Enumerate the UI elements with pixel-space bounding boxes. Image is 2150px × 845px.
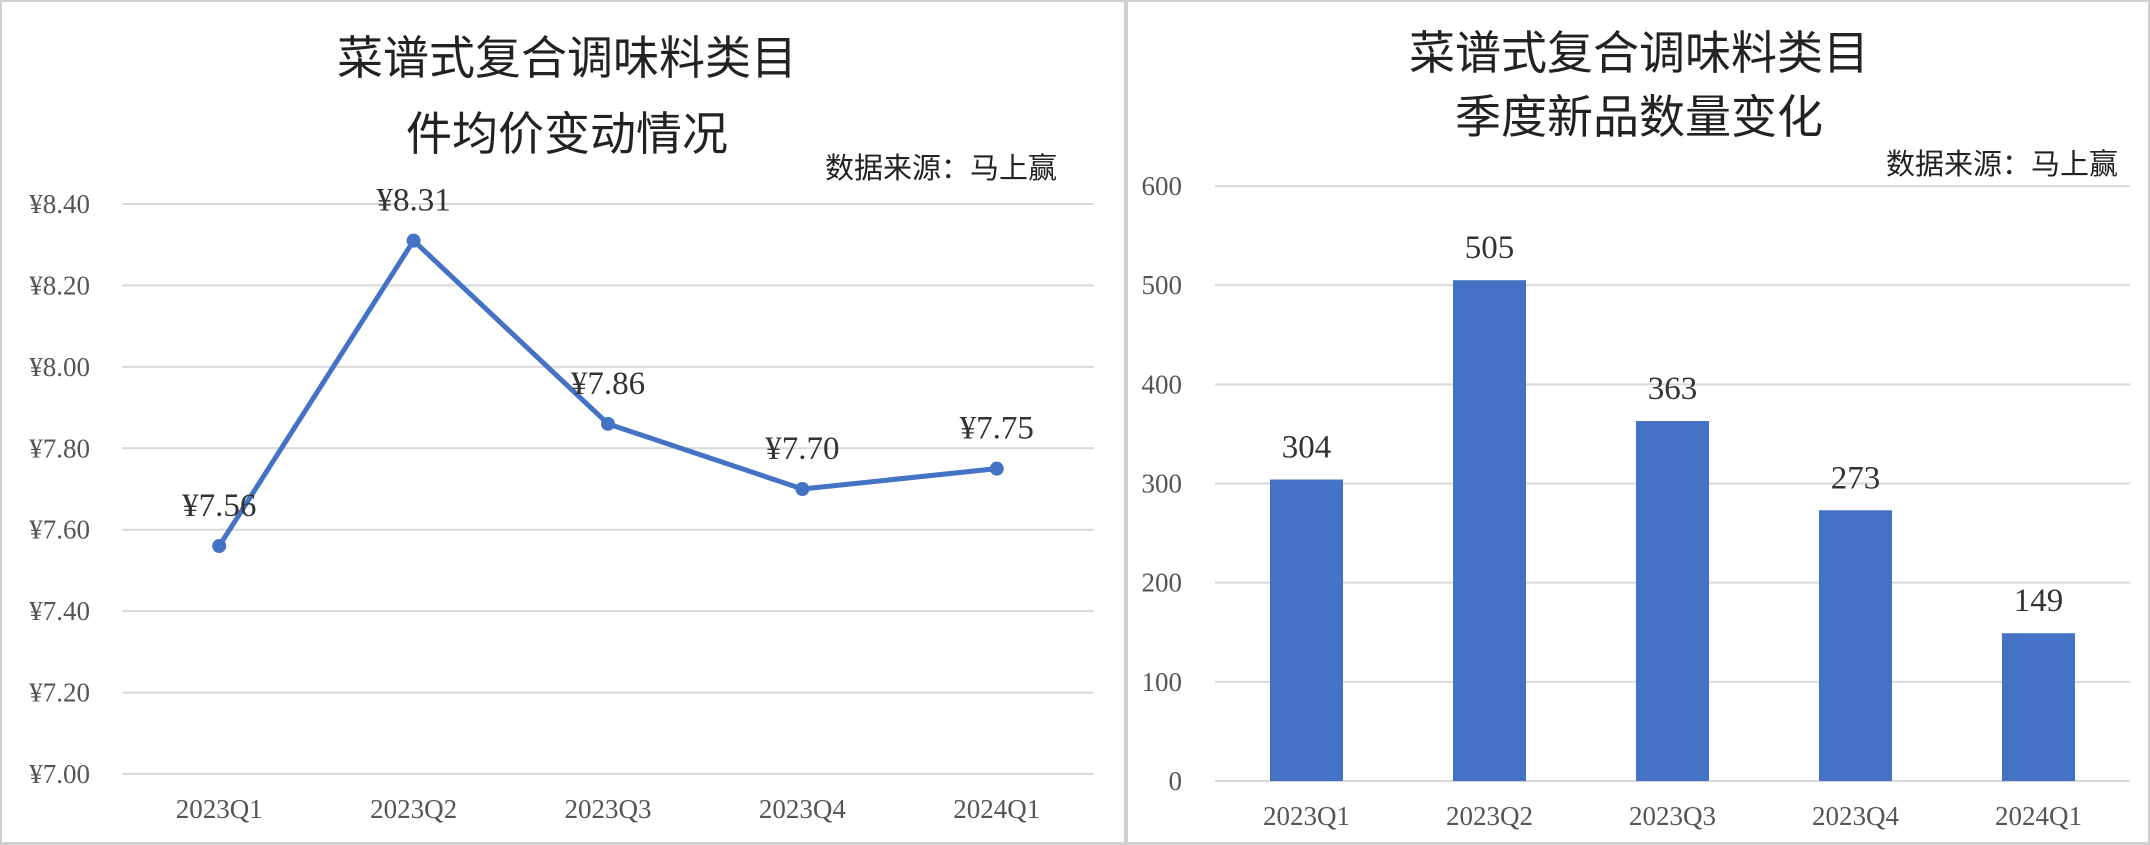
data-label: ¥7.86 [571,366,645,402]
data-label: ¥7.75 [960,411,1034,447]
y-tick-label: 0 [1169,766,1183,796]
bar [1636,421,1709,781]
y-tick-label: ¥8.20 [29,270,90,300]
data-label: 505 [1465,230,1515,266]
y-tick-label: 200 [1142,568,1183,598]
x-tick-label: 2024Q1 [1995,801,2082,831]
chart-title-line-1: 菜谱式复合调味料类目 [1409,26,1869,80]
data-label: 304 [1282,430,1332,466]
x-tick-label: 2023Q4 [1812,801,1899,831]
x-tick-label: 2023Q1 [1263,801,1350,831]
price-line-chart: 菜谱式复合调味料类目 件均价变动情况 数据来源：马上赢 ¥7.00 ¥7.20 ¥7… [29,31,1094,824]
bar [1819,510,1892,781]
price-chart-panel: 菜谱式复合调味料类目 件均价变动情况 数据来源：马上赢 ¥7.00 ¥7.20 ¥7… [2,2,1124,842]
y-tick-label: ¥7.20 [29,678,90,708]
data-label: 273 [1831,460,1881,496]
data-point [406,233,421,248]
y-tick-label: ¥7.40 [29,596,90,626]
y-tick-label: ¥7.60 [29,515,90,545]
data-point [212,539,227,553]
data-point [989,461,1004,476]
new-products-chart-panel: 菜谱式复合调味料类目 季度新品数量变化 数据来源：马上赢 0 100 200 300 4… [1128,2,2148,842]
data-label: 149 [2014,583,2064,619]
data-label: 363 [1648,371,1698,407]
bar [1453,280,1526,781]
y-tick-label: ¥7.00 [29,759,90,789]
y-tick-label: 400 [1142,369,1183,399]
bar [2002,633,2075,781]
data-source-note: 数据来源：马上赢 [1886,147,2118,181]
y-tick-label: 500 [1142,270,1183,300]
data-label: ¥8.31 [376,183,450,219]
y-tick-label: 100 [1142,667,1183,697]
x-tick-label: 2023Q2 [1446,801,1533,831]
data-source-note: 数据来源：马上赢 [825,151,1057,185]
y-tick-label: 600 [1142,171,1183,201]
x-tick-label: 2023Q3 [1629,801,1716,831]
new-products-bar-chart: 菜谱式复合调味料类目 季度新品数量变化 数据来源：马上赢 0 100 200 300 4… [1142,26,2130,831]
x-tick-label: 2023Q2 [370,794,457,824]
bar [1270,479,1343,781]
y-tick-label: ¥8.00 [29,352,90,382]
data-point [795,482,810,496]
y-tick-label: ¥7.80 [29,433,90,463]
data-label: ¥7.70 [765,431,839,467]
chart-title-line-2: 季度新品数量变化 [1455,90,1823,144]
x-tick-label: 2023Q3 [565,794,652,824]
data-point [601,416,615,431]
chart-title-line-2: 件均价变动情况 [406,107,728,161]
data-label: ¥7.56 [182,488,256,524]
x-tick-label: 2024Q1 [953,794,1040,824]
x-tick-label: 2023Q4 [759,794,846,824]
chart-title-line-1: 菜谱式复合调味料类目 [337,31,797,85]
y-tick-label: ¥8.40 [29,189,90,219]
x-tick-label: 2023Q1 [176,794,263,824]
y-tick-label: 300 [1142,469,1183,499]
